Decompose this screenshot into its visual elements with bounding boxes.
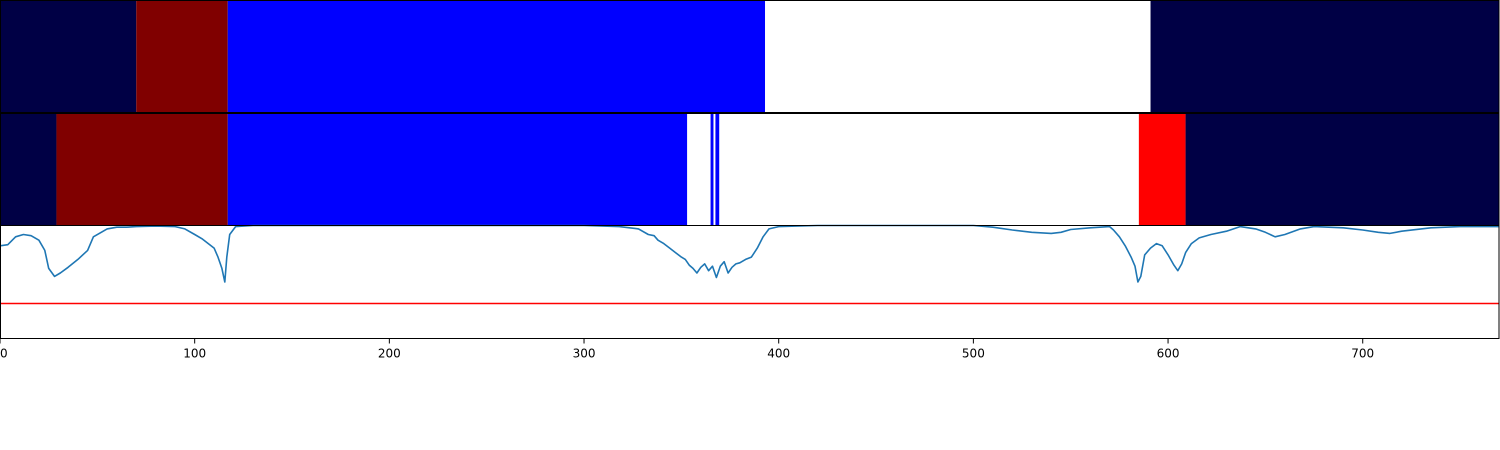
x-tick-label: 500 bbox=[962, 347, 985, 361]
panel-frame bbox=[0, 0, 1500, 113]
x-tick-label: 600 bbox=[1157, 347, 1180, 361]
segment-6 bbox=[715, 113, 720, 226]
segment-7 bbox=[719, 113, 1139, 226]
segment-strip-1 bbox=[0, 0, 1500, 113]
x-tick-label: 0 bbox=[0, 347, 8, 361]
panel-frame bbox=[0, 225, 1500, 339]
x-axis: 0 100 200 300 400 500 600 700 bbox=[0, 338, 1374, 361]
segment-1 bbox=[136, 0, 228, 113]
segment-1 bbox=[56, 113, 228, 226]
x-tick-label: 100 bbox=[183, 347, 206, 361]
segment-3 bbox=[765, 0, 1151, 113]
x-tick-label: 300 bbox=[573, 347, 596, 361]
segment-strip-2 bbox=[0, 113, 1500, 226]
segment-3 bbox=[687, 113, 711, 226]
segment-4 bbox=[1150, 0, 1499, 113]
segment-2 bbox=[227, 0, 766, 113]
segment-0 bbox=[0, 113, 57, 226]
segment-2 bbox=[227, 113, 688, 226]
segment-8 bbox=[1138, 113, 1186, 226]
signal-line bbox=[0, 224, 1499, 283]
segment-5 bbox=[713, 113, 716, 226]
segment-9 bbox=[1185, 113, 1499, 226]
x-tick-label: 200 bbox=[378, 347, 401, 361]
segment-4 bbox=[710, 113, 714, 226]
signal-plot bbox=[0, 224, 1500, 339]
segment-0 bbox=[0, 0, 137, 113]
x-tick-label: 400 bbox=[767, 347, 790, 361]
x-tick-label: 700 bbox=[1351, 347, 1374, 361]
